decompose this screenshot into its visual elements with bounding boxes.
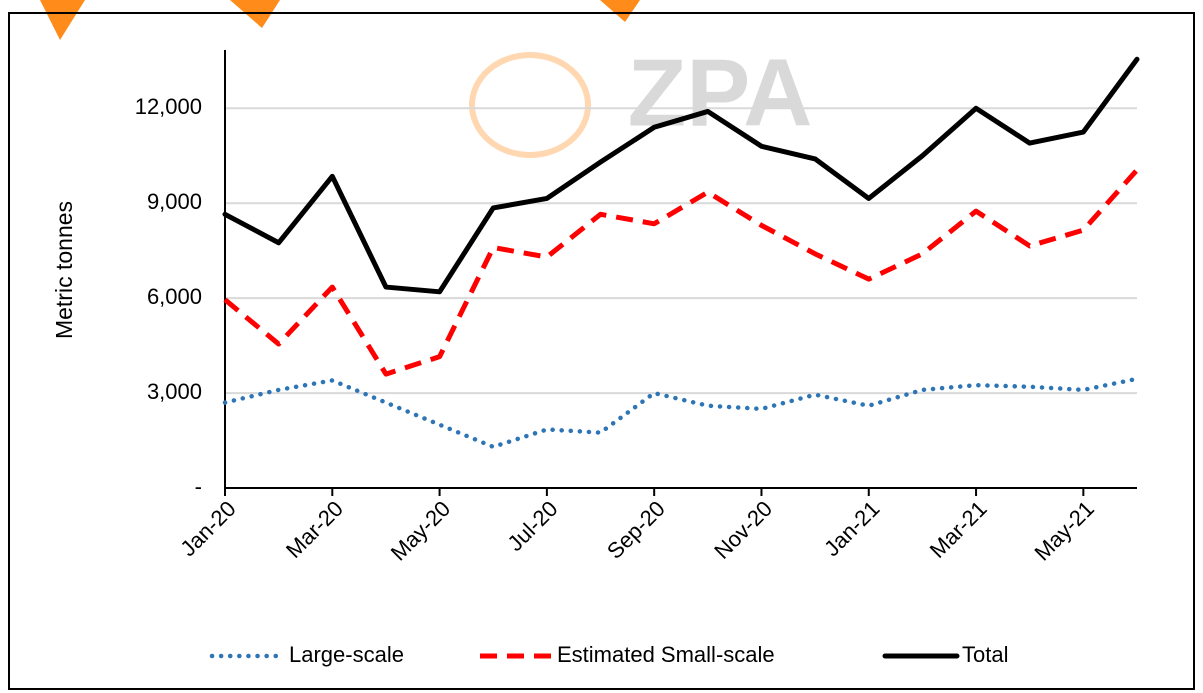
y-tick-label: 6,000 xyxy=(147,284,202,309)
series-line xyxy=(222,56,1140,295)
y-tick-label: 9,000 xyxy=(147,189,202,214)
x-tick-label: Nov-20 xyxy=(709,496,777,564)
y-tick-label: 3,000 xyxy=(147,379,202,404)
series-line xyxy=(222,376,1140,450)
x-tick-label: Mar-21 xyxy=(925,496,992,563)
legend-label: Large-scale xyxy=(289,642,404,667)
series-line xyxy=(223,168,1139,377)
legend-label: Estimated Small-scale xyxy=(557,642,775,667)
x-tick-label: Sep-20 xyxy=(602,496,670,564)
watermark-logo xyxy=(469,52,591,158)
y-axis-label: Metric tonnes xyxy=(51,201,77,339)
chart-border xyxy=(8,12,1195,690)
watermark: ZPA xyxy=(628,39,813,146)
decoration xyxy=(600,0,640,22)
x-tick-label: May-21 xyxy=(1029,496,1099,566)
legend-label: Total xyxy=(962,642,1008,667)
x-tick-label: May-20 xyxy=(386,496,456,566)
decoration xyxy=(40,0,85,40)
x-tick-label: Jan-21 xyxy=(819,496,884,561)
x-tick-label: Jul-20 xyxy=(502,496,562,556)
y-tick-label: - xyxy=(195,474,202,499)
x-tick-label: Mar-20 xyxy=(281,496,348,563)
y-tick-label: 12,000 xyxy=(135,94,202,119)
x-tick-label: Jan-20 xyxy=(175,496,240,561)
